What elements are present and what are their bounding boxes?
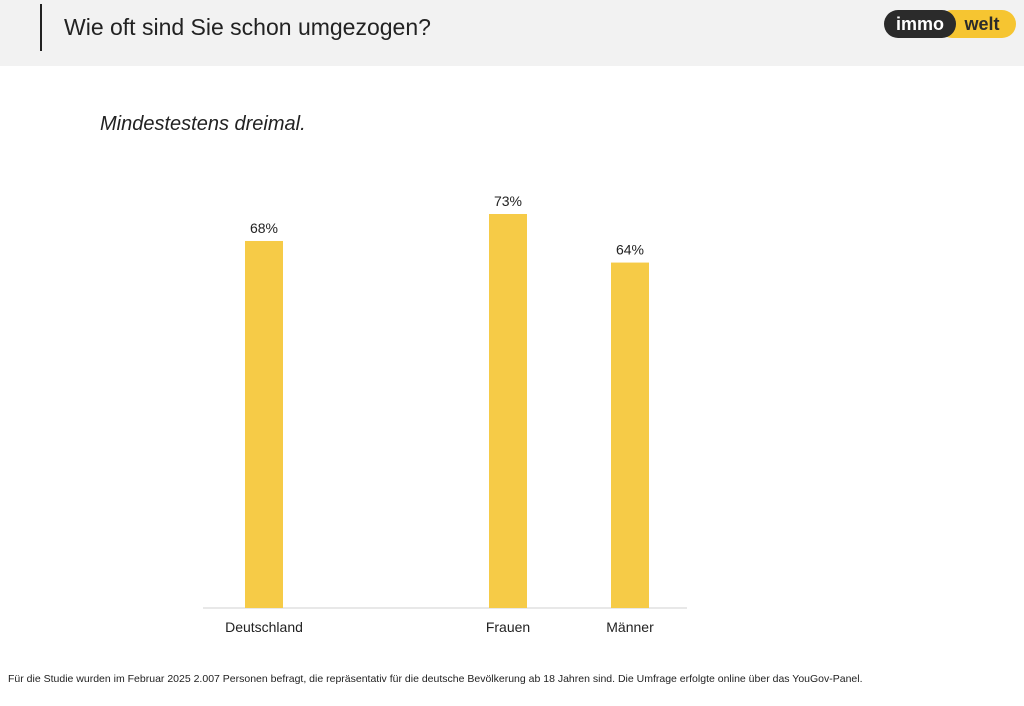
category-label-2: Männer xyxy=(606,619,654,635)
bar-1 xyxy=(489,214,527,608)
logo-right-text: welt xyxy=(963,14,999,34)
header-band: Wie oft sind Sie schon umgezogen? immo w… xyxy=(0,0,1024,66)
logo-right-pill xyxy=(938,10,1016,38)
data-label-0: 68% xyxy=(250,220,278,236)
logo-left-pill xyxy=(884,10,956,38)
page-title: Wie oft sind Sie schon umgezogen? xyxy=(64,14,431,40)
category-label-1: Frauen xyxy=(486,619,530,635)
data-label-2: 64% xyxy=(616,242,644,258)
header-accent-bar xyxy=(40,4,42,51)
chart-subtitle: Mindestestens dreimal. xyxy=(100,113,306,135)
footnote: Für die Studie wurden im Februar 2025 2.… xyxy=(8,673,863,685)
immowelt-logo: immo welt xyxy=(884,10,1016,38)
logo-left-text: immo xyxy=(896,14,944,34)
bar-2 xyxy=(611,262,649,608)
data-label-1: 73% xyxy=(494,193,522,209)
category-label-0: Deutschland xyxy=(225,619,303,635)
bar-0 xyxy=(245,240,283,608)
